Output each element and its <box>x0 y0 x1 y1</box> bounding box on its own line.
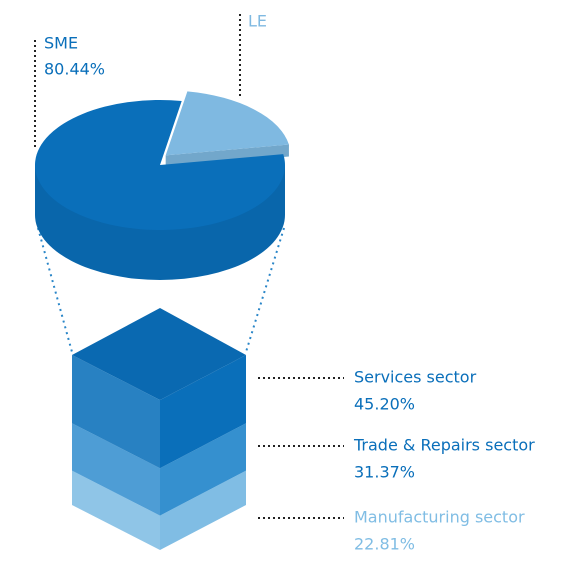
value-label: 45.20% <box>354 395 415 414</box>
label: LE <box>248 12 267 31</box>
label: Manufacturing sector <box>354 508 525 527</box>
label: Services sector <box>354 368 477 387</box>
pie-side <box>165 144 289 168</box>
value-label: 80.44% <box>44 60 105 79</box>
segment-left <box>72 470 160 550</box>
segment-right <box>160 423 246 516</box>
label: SME <box>44 34 78 53</box>
segment-left <box>72 423 160 516</box>
segment-right <box>160 470 246 550</box>
segment-right <box>160 355 246 469</box>
label: Trade & Repairs sector <box>353 436 535 455</box>
connector <box>245 227 285 353</box>
value-label: 31.37% <box>354 463 415 482</box>
pie-slice <box>165 91 289 156</box>
top-face <box>72 308 246 400</box>
segment-left <box>72 355 160 469</box>
value-label: 22.81% <box>354 535 415 554</box>
pie-slice <box>35 99 285 230</box>
